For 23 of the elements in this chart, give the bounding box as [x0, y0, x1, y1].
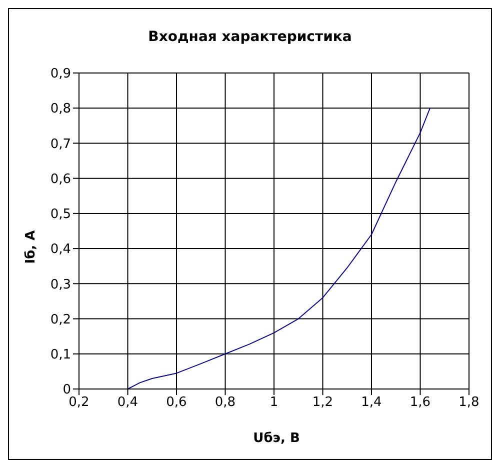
x-tick-label: 1,2 — [312, 395, 334, 410]
y-tick-label: 0,6 — [50, 172, 71, 187]
y-tick-label: 0,4 — [50, 242, 71, 258]
y-tick-label: 0,5 — [50, 207, 71, 222]
x-tick-label: 0,8 — [214, 395, 236, 410]
x-tick-label: 0,6 — [166, 395, 187, 410]
x-tick-label: 1 — [270, 395, 278, 410]
x-axis-title: Uбэ, В — [252, 431, 301, 446]
y-tick-label: 0,7 — [50, 136, 71, 152]
x-tick-label: 0,4 — [117, 395, 138, 410]
x-tick-label: 1,6 — [410, 395, 431, 410]
y-axis-title: Iб, А — [24, 230, 38, 264]
y-tick-label: 0,9 — [50, 66, 71, 82]
y-tick-label: 0,8 — [50, 102, 71, 117]
line-series — [127, 108, 430, 389]
x-tick-label: 0,2 — [68, 395, 90, 410]
y-tick-label: 0 — [62, 382, 71, 398]
y-tick-label: 0,2 — [50, 312, 71, 328]
y-tick-label: 0,3 — [50, 277, 71, 292]
y-tick-label: 0,1 — [50, 348, 71, 363]
x-tick-label: 1,4 — [361, 395, 382, 410]
chart-title: Входная характеристика — [147, 29, 353, 45]
x-tick-label: 1,8 — [458, 395, 480, 410]
